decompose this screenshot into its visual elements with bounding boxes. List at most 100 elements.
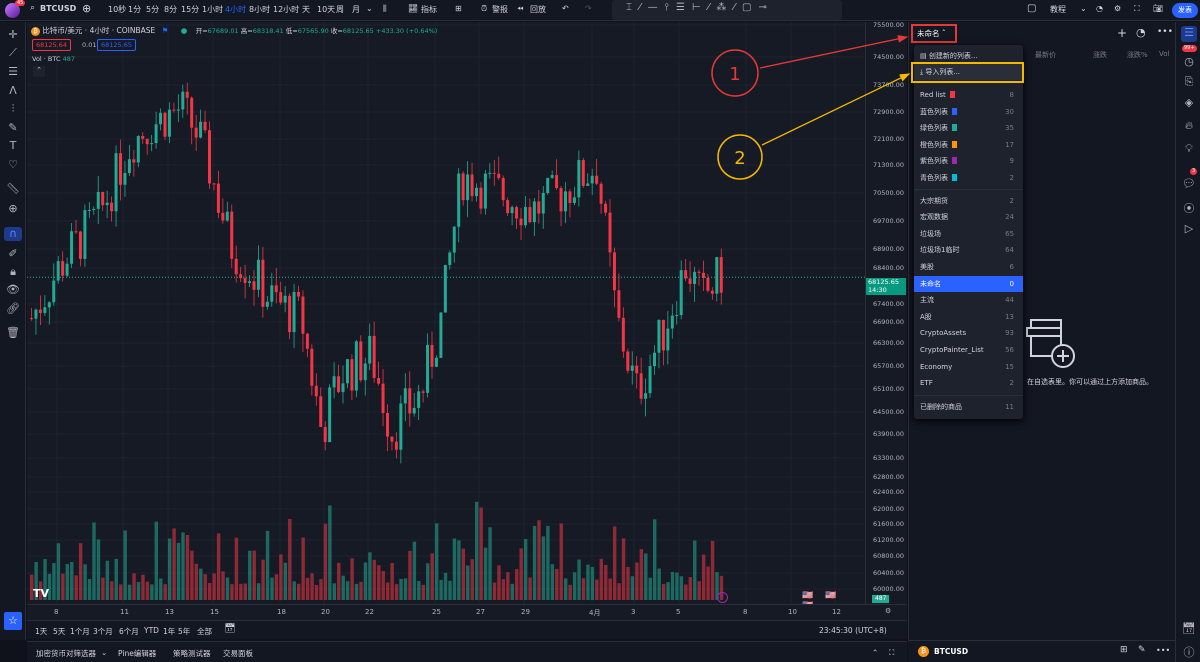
- broadcast-icon[interactable]: ▷: [1184, 222, 1194, 235]
- avatar[interactable]: [5, 3, 20, 18]
- chart-pane[interactable]: ₿ 比特币/美元 · 4小时 · COINBASE ⚑ ● 开=67689.01…: [27, 22, 865, 611]
- list-item[interactable]: 宏观数据 24: [914, 209, 1023, 225]
- column-last[interactable]: 最新价: [1035, 51, 1056, 59]
- list-item[interactable]: 垃圾场1临时 64: [914, 242, 1023, 258]
- create-list-item[interactable]: ▤ 创建新的列表...: [914, 48, 1023, 64]
- list-item[interactable]: 未命名 0: [914, 275, 1023, 292]
- more-icon[interactable]: •••: [1157, 27, 1173, 37]
- symbol-details-bar[interactable]: ₿ BTCUSD ⊞ ✎ •••: [908, 640, 1175, 662]
- list-item[interactable]: Red list 8: [914, 87, 1023, 103]
- axis-settings-icon[interactable]: ⚙︎: [885, 607, 892, 615]
- list-item[interactable]: 绿色列表 35: [914, 120, 1023, 136]
- text-icon[interactable]: T: [9, 139, 17, 152]
- advanced-view-icon[interactable]: ◔: [1136, 26, 1146, 39]
- bottom-tab-1[interactable]: Pine编辑器: [118, 649, 157, 658]
- interval-7[interactable]: 8小时: [249, 5, 271, 14]
- replay-icon[interactable]: ⏪︎: [517, 4, 524, 13]
- event-icon[interactable]: ⚡: [717, 592, 728, 603]
- heart-icon[interactable]: ♡: [8, 158, 18, 171]
- add-symbol-icon[interactable]: +: [1117, 26, 1128, 40]
- expand-icon[interactable]: ⌃: [872, 648, 879, 657]
- list-item[interactable]: 青色列表 2: [914, 170, 1023, 186]
- buy-button[interactable]: 68125.65: [97, 39, 137, 51]
- watchlist-star-button[interactable]: ☆: [4, 612, 22, 630]
- bottom-tab-2[interactable]: 策略测试器: [173, 649, 211, 658]
- chevron-down-icon[interactable]: ⌄: [101, 648, 108, 657]
- drawing-favorites-toolbar[interactable]: ⌶⁄—⫯☰⊢⁄⁂⁄▢⊸: [612, 0, 842, 20]
- fullscreen-icon[interactable]: ⛶: [1134, 4, 1140, 13]
- import-list-item[interactable]: ⤓ 导入列表...: [914, 64, 1023, 80]
- list-item[interactable]: CryptoAssets 93: [914, 325, 1023, 341]
- tutorial-button[interactable]: 教程: [1050, 5, 1066, 14]
- sell-button[interactable]: 68125.64: [32, 39, 72, 51]
- list-item[interactable]: 主流 44: [914, 292, 1023, 308]
- layout-icon[interactable]: ▢: [1027, 3, 1037, 14]
- watchlist-name-button[interactable]: 未命名 ˆ: [911, 24, 957, 43]
- ideas-icon[interactable]: 💡︎: [1185, 142, 1193, 155]
- column-volume[interactable]: Vol: [1159, 50, 1170, 58]
- interval-0[interactable]: 10秒: [108, 5, 127, 14]
- candlestick-chart[interactable]: [27, 22, 865, 604]
- undo-icon[interactable]: ↶: [562, 4, 569, 13]
- zoom-icon[interactable]: ⊕: [8, 202, 18, 215]
- bottom-tab-3[interactable]: 交易面板: [223, 649, 253, 658]
- chat-icon[interactable]: 💬︎: [1182, 177, 1196, 190]
- search-icon[interactable]: ⌕: [30, 3, 36, 13]
- edit-icon[interactable]: ✎: [1138, 645, 1146, 655]
- crosshair-icon[interactable]: ✛: [8, 28, 18, 41]
- calendar-icon[interactable]: 📅︎: [1182, 622, 1196, 635]
- add-symbol-icon[interactable]: ⊕: [82, 2, 92, 15]
- publish-button[interactable]: 发表: [1172, 3, 1198, 18]
- trend-line-icon[interactable]: ⟋: [9, 46, 17, 59]
- snapshot-icon[interactable]: 📷︎: [1153, 4, 1164, 13]
- range-4[interactable]: 6个月: [119, 627, 139, 636]
- clock[interactable]: 23:45:30 (UTC+8): [819, 626, 887, 635]
- interval-6[interactable]: 4小时: [225, 5, 247, 14]
- watchlist-icon[interactable]: ☰: [1181, 26, 1197, 42]
- maximize-icon[interactable]: ⛶: [889, 648, 895, 657]
- templates-icon[interactable]: ⊞: [455, 4, 462, 13]
- range-6[interactable]: 1年: [163, 627, 176, 636]
- date-range-icon[interactable]: 📅︎: [224, 624, 236, 634]
- flag-icon[interactable]: ⚑: [161, 26, 169, 35]
- range-2[interactable]: 1个月: [70, 627, 90, 636]
- list-item[interactable]: A股 13: [914, 309, 1023, 325]
- interval-2[interactable]: 5分: [146, 5, 160, 14]
- details-symbol[interactable]: BTCUSD: [934, 647, 969, 656]
- brush-icon[interactable]: ✎: [8, 121, 18, 134]
- symbol-title[interactable]: 比特币/美元 · 4小时 · COINBASE: [42, 26, 156, 35]
- hotlists-icon[interactable]: 🔥︎: [1184, 119, 1194, 132]
- lock-icon[interactable]: 🔒︎: [10, 265, 16, 278]
- ruler-icon[interactable]: 📏︎: [6, 182, 20, 195]
- range-5[interactable]: YTD: [144, 626, 159, 635]
- chevron-down-icon[interactable]: ⌄: [1080, 4, 1087, 13]
- alert-button[interactable]: 警报: [492, 5, 508, 14]
- news-icon[interactable]: ⎘: [1184, 75, 1194, 88]
- trash-icon[interactable]: 🗑︎: [6, 326, 20, 339]
- drawing-tools-icons[interactable]: ⌶⁄—⫯☰⊢⁄⁂⁄▢⊸: [626, 2, 774, 13]
- time-axis[interactable]: ⚙︎ 8 11 13 15 18 20 22 25 27 29 4月 3 5 8 10 12: [27, 604, 907, 620]
- interval-9[interactable]: 天: [302, 5, 310, 14]
- collapse-legend-button[interactable]: ⌃: [33, 66, 45, 77]
- interval-4[interactable]: 15分: [181, 5, 200, 14]
- streams-icon[interactable]: ⦿: [1183, 202, 1195, 215]
- range-0[interactable]: 1天: [35, 627, 48, 636]
- price-axis[interactable]: 75500.00 74500.00 73700.00 72900.00 72100.00…: [865, 21, 907, 604]
- redo-icon[interactable]: ↷: [585, 4, 592, 13]
- alert-icon[interactable]: ⏰︎: [481, 4, 488, 13]
- layers-icon[interactable]: ◈: [1184, 96, 1194, 109]
- list-item[interactable]: 大宗期货 2: [914, 193, 1023, 209]
- fib-icon[interactable]: ☰: [8, 65, 18, 78]
- indicators-button[interactable]: 指标: [421, 5, 437, 14]
- column-change-percent[interactable]: 涨跌%: [1127, 51, 1148, 59]
- list-item[interactable]: ETF 2: [914, 375, 1023, 391]
- interval-1[interactable]: 1分: [128, 5, 142, 14]
- more-icon[interactable]: •••: [1156, 646, 1171, 655]
- list-item[interactable]: 橙色列表 17: [914, 137, 1023, 153]
- settings-icon[interactable]: ⚙︎: [1114, 4, 1122, 13]
- magnet-icon[interactable]: ∩: [4, 227, 22, 241]
- symbol-search[interactable]: BTCUSD: [40, 4, 77, 13]
- replay-button[interactable]: 回放: [530, 5, 546, 14]
- deleted-items[interactable]: 已删除的商品 11: [914, 399, 1023, 415]
- interval-5[interactable]: 1小时: [202, 5, 224, 14]
